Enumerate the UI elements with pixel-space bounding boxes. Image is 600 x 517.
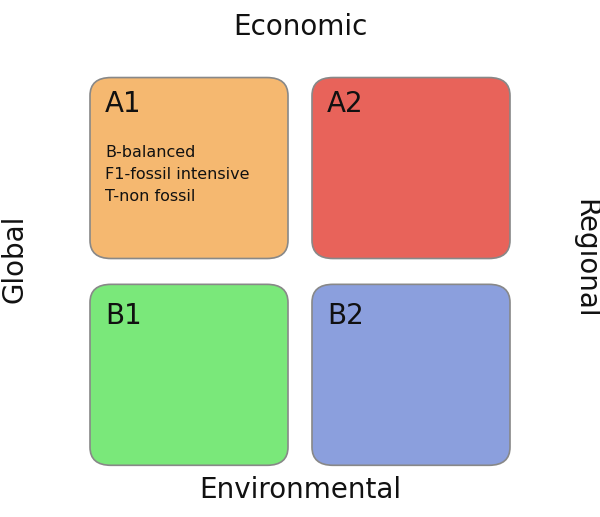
Text: Regional: Regional [571,199,599,318]
FancyBboxPatch shape [312,78,510,258]
Text: Global: Global [1,215,29,302]
Text: Environmental: Environmental [199,476,401,504]
FancyBboxPatch shape [312,284,510,465]
Text: B-balanced
F1-fossil intensive
T-non fossil: B-balanced F1-fossil intensive T-non fos… [105,145,250,204]
Text: A1: A1 [105,90,142,118]
Text: A2: A2 [327,90,364,118]
FancyBboxPatch shape [90,78,288,258]
FancyBboxPatch shape [90,284,288,465]
Text: Economic: Economic [233,13,367,41]
Text: B1: B1 [105,302,142,330]
Text: B2: B2 [327,302,364,330]
